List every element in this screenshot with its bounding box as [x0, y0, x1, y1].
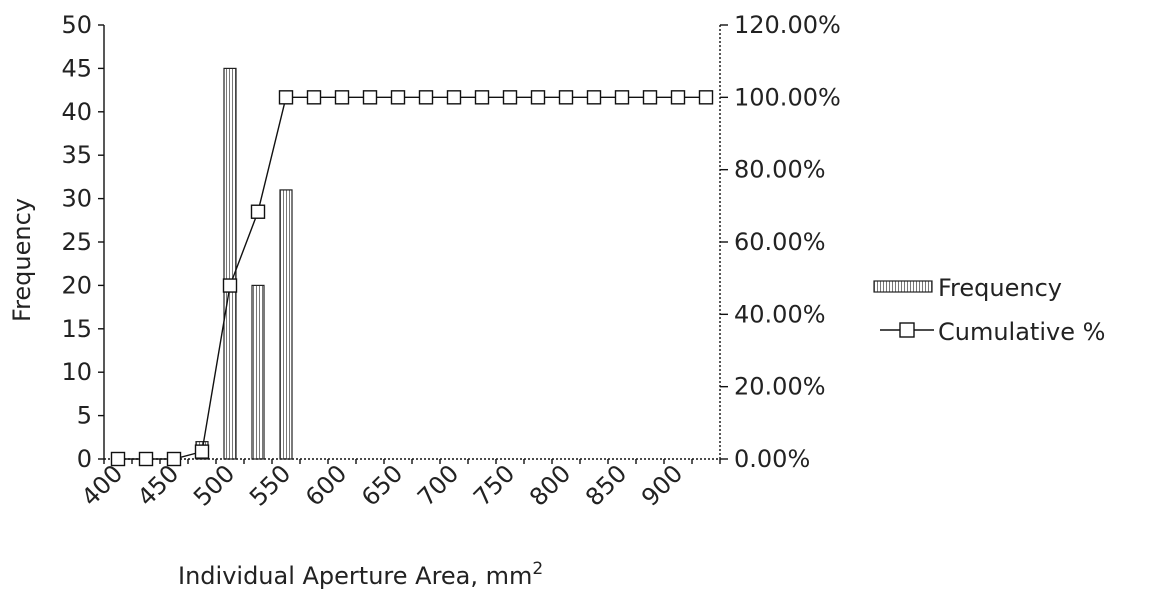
- x-axis-title-main: Individual Aperture Area, mm: [178, 562, 532, 590]
- cumulative-point: [250, 204, 266, 219]
- cumulative-point: [138, 451, 154, 467]
- left-y-tick-label: 45: [61, 54, 92, 82]
- cumulative-point: [306, 90, 322, 105]
- cumulative-line: [118, 96, 706, 460]
- plot-area: 0 5 10 15 20 25 30 35 40 45 50 0.00% 20.00% 40.00% 60…: [61, 11, 840, 512]
- right-y-tick-label: 40.00%: [734, 300, 826, 328]
- legend-frequency-swatch: [873, 280, 933, 293]
- left-y-tick-label: 30: [61, 185, 92, 213]
- x-tick-label: 800: [524, 459, 576, 511]
- cumulative-point: [698, 90, 714, 105]
- x-tick-label: 900: [636, 459, 688, 511]
- frequency-bar: [251, 284, 265, 460]
- cumulative-point: [222, 278, 238, 293]
- cumulative-point: [502, 90, 518, 105]
- left-y-tick-label: 40: [61, 98, 92, 126]
- frequency-bar: [279, 189, 293, 460]
- x-tick-label: 700: [412, 459, 464, 511]
- cumulative-point: [390, 90, 406, 105]
- cumulative-point: [278, 90, 294, 105]
- x-tick-label: 850: [580, 459, 632, 511]
- left-y-tick-label: 25: [61, 228, 92, 256]
- x-tick-label: 450: [132, 459, 184, 511]
- cumulative-point: [614, 90, 630, 105]
- cumulative-point: [334, 90, 350, 105]
- x-tick-label: 650: [356, 459, 408, 511]
- left-y-tick-label: 35: [61, 141, 92, 169]
- cumulative-point: [362, 90, 378, 105]
- cumulative-point: [418, 90, 434, 105]
- cumulative-point: [474, 90, 490, 105]
- cumulative-point: [670, 90, 686, 105]
- legend: Frequency Cumulative %: [873, 274, 1105, 346]
- x-axis-title-superscript: 2: [532, 559, 543, 579]
- left-y-tick-label: 10: [61, 358, 92, 386]
- left-y-tick-label: 20: [61, 271, 92, 299]
- right-y-tick-label: 0.00%: [734, 445, 810, 473]
- right-y-tick-label: 60.00%: [734, 228, 826, 256]
- x-tick-label: 550: [244, 459, 296, 511]
- cumulative-point: [446, 90, 462, 105]
- right-y-tick-label: 100.00%: [734, 83, 841, 111]
- left-y-tick-label: 5: [77, 402, 92, 430]
- cumulative-point: [642, 90, 658, 105]
- x-axis-title: Individual Aperture Area, mm2: [178, 559, 543, 590]
- legend-cumulative-label: Cumulative %: [938, 318, 1105, 346]
- legend-cumulative-marker: [899, 322, 915, 338]
- right-y-ticks: 0.00% 20.00% 40.00% 60.00% 80.00% 100.00% 120.…: [720, 11, 841, 473]
- legend-frequency-label: Frequency: [938, 274, 1062, 302]
- y-axis-title: Frequency: [8, 198, 36, 322]
- cumulative-point: [530, 90, 546, 105]
- right-y-tick-label: 80.00%: [734, 156, 826, 184]
- cumulative-point: [194, 444, 210, 459]
- frequency-bars: [195, 67, 293, 460]
- right-y-tick-label: 120.00%: [734, 11, 841, 39]
- x-tick-label: 600: [300, 459, 352, 511]
- left-y-tick-label: 50: [61, 11, 92, 39]
- x-tick-label: 750: [468, 459, 520, 511]
- right-y-tick-label: 20.00%: [734, 373, 826, 401]
- left-y-tick-label: 15: [61, 315, 92, 343]
- cumulative-point: [586, 90, 602, 105]
- cumulative-point: [166, 451, 182, 467]
- x-ticks: 400 450 500 550 600 650 700 750 800 850 900: [76, 459, 721, 512]
- left-y-tick-label: 0: [77, 445, 92, 473]
- cumulative-series: [110, 90, 714, 467]
- cumulative-point: [110, 451, 126, 467]
- frequency-bar: [223, 67, 237, 460]
- cumulative-point: [558, 90, 574, 105]
- left-y-ticks: 0 5 10 15 20 25 30 35 40 45 50: [61, 11, 104, 473]
- x-tick-label: 500: [188, 459, 240, 511]
